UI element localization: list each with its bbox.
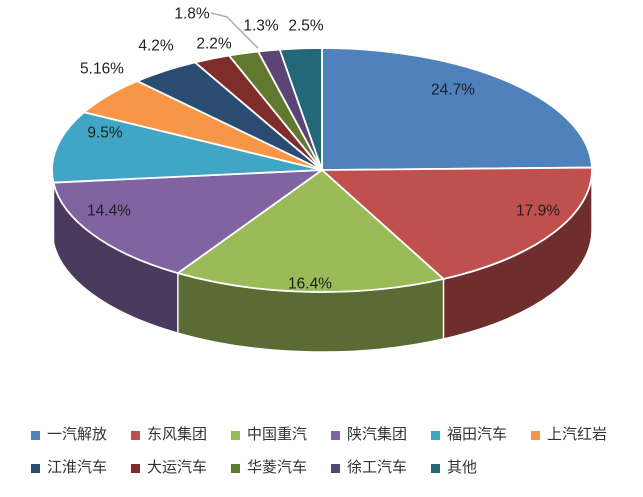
legend-swatch-icon	[231, 430, 240, 440]
pie-slice-一汽解放	[321, 47, 593, 171]
pie-label-大运汽车: 2.2%	[196, 36, 232, 53]
pie-label-江淮汽车: 4.2%	[138, 38, 174, 55]
legend-row-1: 一汽解放 东风集团 中国重汽 陕汽集团 福田汽车 上汽红岩	[31, 424, 636, 446]
pie-slice-其他	[278, 47, 323, 171]
legend-item-陕汽集团: 陕汽集团	[331, 426, 431, 444]
pie-label-中国重汽: 16.4%	[288, 276, 332, 293]
legend-swatch-icon	[131, 463, 140, 473]
legend-item-江淮汽车: 江淮汽车	[31, 459, 131, 477]
legend-swatch-icon	[131, 430, 140, 440]
pie-label-华菱汽车: 1.8%	[174, 6, 210, 23]
legend-swatch-icon	[231, 463, 240, 473]
legend-swatch-icon	[431, 463, 440, 473]
legend-label: 江淮汽车	[47, 459, 108, 476]
pie-label-陕汽集团: 14.4%	[87, 203, 131, 220]
legend-item-中国重汽: 中国重汽	[231, 426, 331, 444]
pie-slice-陕汽集团	[52, 169, 323, 275]
legend-label: 上汽红岩	[547, 426, 608, 443]
legend-label: 一汽解放	[47, 426, 108, 443]
legend-label: 东风集团	[147, 426, 208, 443]
legend-item-徐工汽车: 徐工汽车	[331, 459, 431, 477]
legend-item-东风集团: 东风集团	[131, 426, 231, 444]
legend-row-2: 江淮汽车 大运汽车 华菱汽车 徐工汽车 其他	[31, 457, 636, 479]
leader-line-华菱汽车	[210, 12, 259, 49]
legend-swatch-icon	[431, 430, 440, 440]
legend-item-福田汽车: 福田汽车	[431, 426, 531, 444]
legend-item-其他: 其他	[431, 459, 531, 477]
legend-item-华菱汽车: 华菱汽车	[231, 459, 331, 477]
pie-label-上汽红岩: 5.16%	[80, 61, 124, 78]
legend-swatch-icon	[331, 430, 340, 440]
legend-label: 陕汽集团	[347, 426, 408, 443]
legend-label: 大运汽车	[147, 459, 208, 476]
pie-slice-中国重汽	[176, 169, 445, 293]
pie-label-福田汽车: 9.5%	[87, 125, 123, 142]
legend-swatch-icon	[31, 430, 40, 440]
pie-slice-东风集团	[321, 166, 593, 280]
legend-item-上汽红岩: 上汽红岩	[531, 426, 631, 444]
pie-label-其他: 2.5%	[288, 18, 324, 35]
legend-swatch-icon	[331, 463, 340, 473]
legend-label: 中国重汽	[247, 426, 308, 443]
legend-item-一汽解放: 一汽解放	[31, 426, 131, 444]
legend-swatch-icon	[31, 463, 40, 473]
pie-label-一汽解放: 24.7%	[431, 82, 475, 99]
legend-label: 福田汽车	[447, 426, 508, 443]
pie-label-东风集团: 17.9%	[516, 203, 560, 220]
legend-label: 其他	[447, 459, 478, 476]
legend-item-大运汽车: 大运汽车	[131, 459, 231, 477]
pie-slice-福田汽车	[51, 111, 323, 184]
pie-label-徐工汽车: 1.3%	[243, 18, 279, 35]
legend-label: 徐工汽车	[347, 459, 408, 476]
chart-legend: 一汽解放 东风集团 中国重汽 陕汽集团 福田汽车 上汽红岩江淮汽车 大运汽车 华菱汽车 徐工汽车…	[31, 424, 636, 490]
legend-label: 华菱汽车	[247, 459, 308, 476]
legend-swatch-icon	[531, 430, 540, 440]
